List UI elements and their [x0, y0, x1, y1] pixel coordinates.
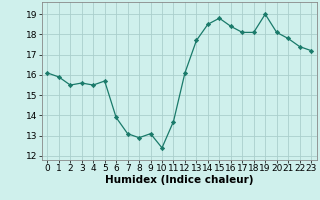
X-axis label: Humidex (Indice chaleur): Humidex (Indice chaleur)	[105, 175, 253, 185]
